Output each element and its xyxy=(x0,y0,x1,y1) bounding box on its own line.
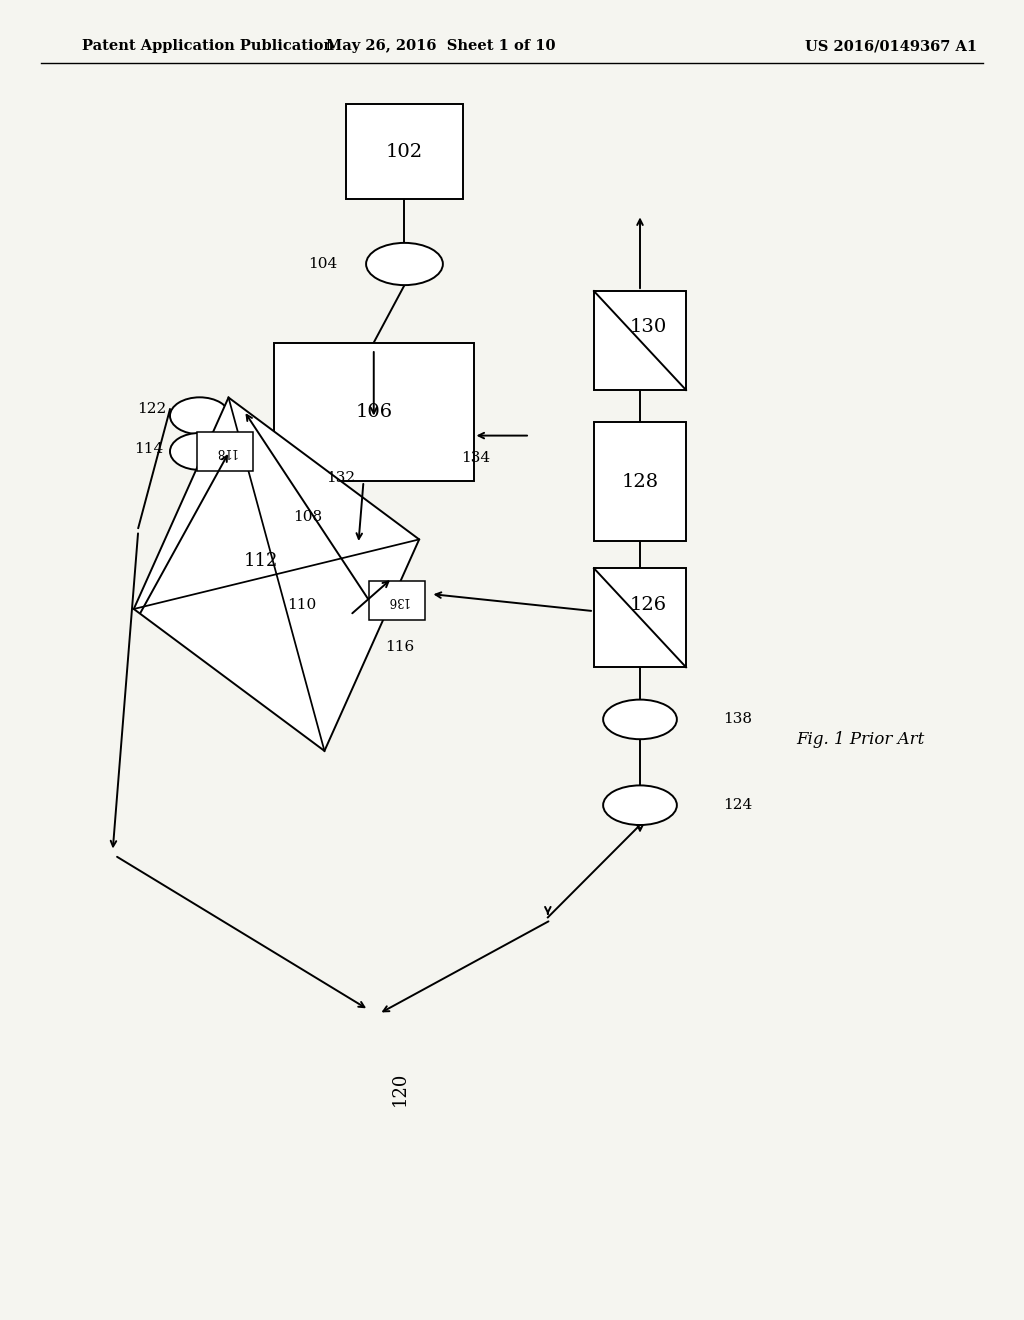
Text: 118: 118 xyxy=(214,445,237,458)
Ellipse shape xyxy=(324,507,383,544)
Text: May 26, 2016  Sheet 1 of 10: May 26, 2016 Sheet 1 of 10 xyxy=(326,40,555,53)
Text: Patent Application Publication: Patent Application Publication xyxy=(82,40,334,53)
Bar xyxy=(594,568,686,667)
Text: 136: 136 xyxy=(386,594,409,607)
Text: 120: 120 xyxy=(390,1072,409,1106)
Text: 124: 124 xyxy=(723,799,752,812)
Text: 106: 106 xyxy=(355,403,392,421)
Bar xyxy=(197,432,254,471)
Text: 110: 110 xyxy=(288,598,316,611)
Text: 126: 126 xyxy=(630,595,667,614)
Text: US 2016/0149367 A1: US 2016/0149367 A1 xyxy=(805,40,977,53)
Bar xyxy=(594,290,686,391)
Text: 112: 112 xyxy=(244,552,279,570)
Bar xyxy=(369,581,426,620)
Polygon shape xyxy=(134,397,419,751)
Bar xyxy=(346,104,463,199)
Text: 130: 130 xyxy=(630,318,667,337)
Text: 116: 116 xyxy=(385,640,414,653)
Bar xyxy=(273,343,473,482)
Ellipse shape xyxy=(603,785,677,825)
Text: 138: 138 xyxy=(723,713,752,726)
Ellipse shape xyxy=(603,700,677,739)
Text: 134: 134 xyxy=(462,451,490,465)
Text: 108: 108 xyxy=(293,511,322,524)
Ellipse shape xyxy=(170,397,229,434)
Ellipse shape xyxy=(318,578,378,615)
Text: 104: 104 xyxy=(308,257,337,271)
Ellipse shape xyxy=(170,433,229,470)
Text: 114: 114 xyxy=(134,442,163,455)
Text: Fig. 1 Prior Art: Fig. 1 Prior Art xyxy=(796,731,925,747)
Ellipse shape xyxy=(324,546,383,583)
Bar xyxy=(594,422,686,541)
Text: 122: 122 xyxy=(137,403,166,416)
Ellipse shape xyxy=(367,243,442,285)
Text: 132: 132 xyxy=(327,471,355,484)
Text: 102: 102 xyxy=(386,143,423,161)
Text: 128: 128 xyxy=(622,473,658,491)
